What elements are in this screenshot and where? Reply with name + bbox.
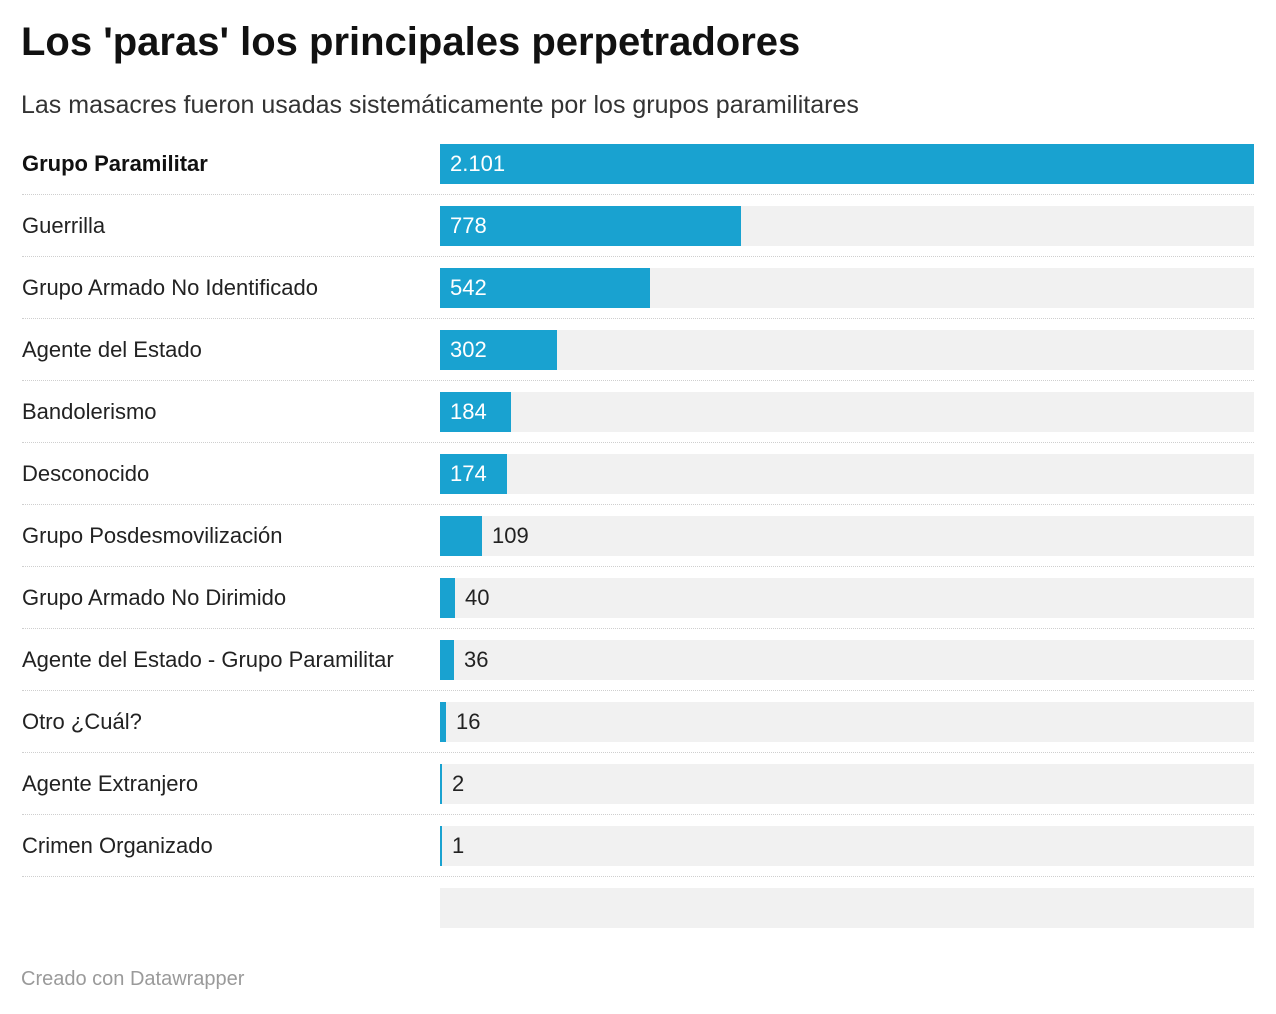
bar-track xyxy=(440,516,1254,556)
row-divider xyxy=(22,690,1254,691)
data-label: 1 xyxy=(452,833,465,858)
category-label: Otro ¿Cuál? xyxy=(22,709,142,734)
bar xyxy=(440,764,442,804)
bar xyxy=(440,392,511,432)
data-label: 542 xyxy=(450,275,487,300)
bar xyxy=(440,826,442,866)
category-label: Grupo Armado No Identificado xyxy=(22,275,318,300)
data-label: 109 xyxy=(492,523,529,548)
bar xyxy=(440,454,507,494)
data-label: 778 xyxy=(450,213,487,238)
category-label: Agente del Estado - Grupo Paramilitar xyxy=(22,647,394,672)
category-label: Grupo Paramilitar xyxy=(22,151,208,176)
bar xyxy=(440,268,650,308)
chart-subtitle: Las masacres fueron usadas sistemáticame… xyxy=(21,91,859,119)
row-divider xyxy=(22,380,1254,381)
bar xyxy=(440,206,741,246)
bar xyxy=(440,516,482,556)
bar-track xyxy=(440,392,1254,432)
bar-track xyxy=(440,330,1254,370)
bar-track xyxy=(440,578,1254,618)
credit-footer: Creado con Datawrapper xyxy=(21,968,245,990)
data-label: 174 xyxy=(450,461,487,486)
category-label: Agente del Estado xyxy=(22,337,202,362)
bar-track xyxy=(440,764,1254,804)
row-divider xyxy=(22,256,1254,257)
data-label: 40 xyxy=(465,585,490,610)
data-label: 2 xyxy=(452,771,465,796)
data-label: 2.101 xyxy=(450,151,506,176)
bar xyxy=(440,144,1254,184)
bar-track xyxy=(440,702,1254,742)
row-divider xyxy=(22,194,1254,195)
chart-title: Los 'paras' los principales perpetradore… xyxy=(21,20,801,64)
data-label: 36 xyxy=(464,647,489,672)
category-label: Crimen Organizado xyxy=(22,833,213,858)
row-divider xyxy=(22,752,1254,753)
row-divider xyxy=(22,504,1254,505)
row-divider xyxy=(22,566,1254,567)
row-divider xyxy=(22,442,1254,443)
category-label: Desconocido xyxy=(22,461,150,486)
row-divider xyxy=(22,628,1254,629)
category-label: Grupo Posdesmovilización xyxy=(22,523,283,548)
data-label: 16 xyxy=(456,709,481,734)
bar-track xyxy=(440,826,1254,866)
data-label: 184 xyxy=(450,399,487,424)
category-label: Bandolerismo xyxy=(22,399,157,424)
data-label: 302 xyxy=(450,337,487,362)
bar-track xyxy=(440,640,1254,680)
category-label: Guerrilla xyxy=(22,213,106,238)
category-label: Agente Extranjero xyxy=(22,771,199,796)
row-divider xyxy=(22,876,1254,877)
row-divider xyxy=(22,814,1254,815)
category-label: Grupo Armado No Dirimido xyxy=(22,585,287,610)
bar xyxy=(440,330,557,370)
bar xyxy=(440,702,446,742)
bar-track xyxy=(440,454,1254,494)
bar xyxy=(440,640,454,680)
bar-track xyxy=(440,888,1254,928)
row-divider xyxy=(22,318,1254,319)
bar xyxy=(440,578,455,618)
